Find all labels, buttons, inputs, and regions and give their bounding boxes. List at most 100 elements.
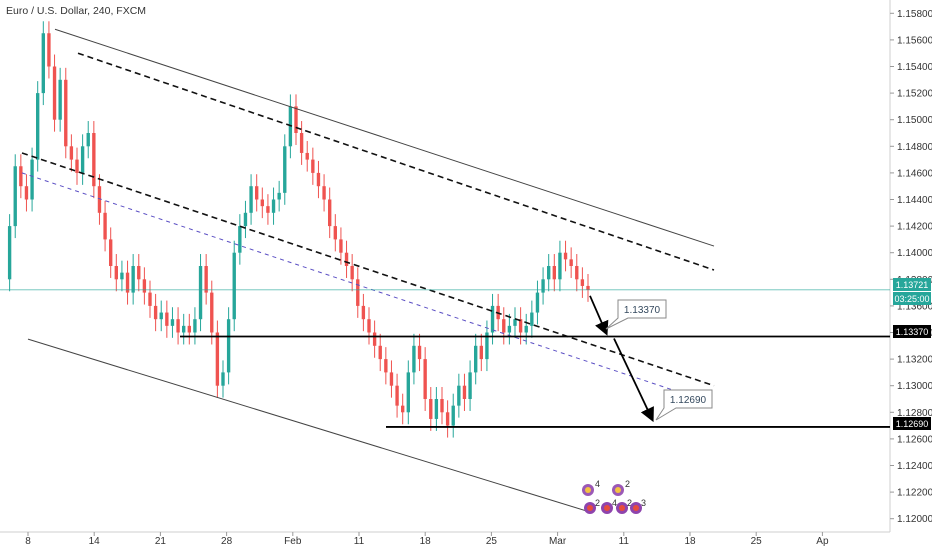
candle-body: [558, 252, 562, 280]
candle-body: [530, 312, 534, 326]
event-icon[interactable]: 4: [601, 498, 617, 514]
price-tick-label: 1.13000: [897, 381, 932, 392]
event-icon[interactable]: 4: [582, 479, 600, 496]
current-price-value: 1.13721: [896, 280, 929, 290]
candle-body: [311, 159, 315, 173]
candle-body: [552, 266, 556, 280]
candle-body: [429, 399, 433, 419]
candle-body: [41, 33, 45, 94]
candle-body: [372, 332, 377, 346]
candle-body: [148, 292, 152, 306]
candle-body: [215, 332, 220, 386]
candles: [7, 21, 590, 438]
callout-target-1[interactable]: 1.13370: [605, 299, 667, 330]
time-tick-label: 14: [89, 536, 101, 547]
level-2-tag: 1.12690: [893, 417, 931, 430]
candle-body: [69, 146, 74, 160]
price-tick-label: 1.15800: [897, 9, 932, 20]
candle-body: [468, 372, 472, 399]
candle-body: [350, 266, 354, 280]
candle-body: [563, 252, 568, 260]
candle-body: [586, 285, 590, 290]
candle-body: [47, 33, 51, 67]
time-axis[interactable]: 8 14 21 28 Feb 11 18 25 Mar 11 18 25 Ap: [25, 532, 829, 547]
level-1-tag: 1.13370: [893, 325, 931, 338]
candle-body: [80, 146, 85, 173]
candle-body: [125, 272, 130, 293]
candle-body: [221, 372, 225, 386]
callout-target-2-label: 1.12690: [670, 395, 707, 406]
candle-body: [569, 259, 573, 266]
callout-target-2[interactable]: 1.12690: [655, 389, 713, 421]
countdown-value: 03:25:00: [894, 294, 929, 304]
candle-body: [485, 332, 489, 360]
event-count: 2: [627, 498, 632, 508]
projection-arrows: [589, 295, 654, 423]
candle-body: [204, 266, 208, 293]
time-tick-label: Ap: [816, 536, 829, 547]
price-tick-label: 1.13600: [897, 301, 932, 312]
price-tick-label: 1.15600: [897, 35, 932, 46]
candle-body: [384, 359, 388, 373]
price-tick-label: 1.15200: [897, 89, 932, 100]
price-tick-label: 1.12000: [897, 514, 932, 525]
candle-body: [322, 186, 326, 200]
time-tick-label: 21: [155, 536, 167, 547]
channel-line-lower-channel-solid: [27, 338, 591, 513]
projection-arrow: [589, 295, 609, 336]
candle-body: [153, 305, 158, 320]
candle-body: [30, 159, 34, 200]
candle-body: [524, 325, 528, 333]
candle-body: [513, 319, 517, 326]
candle-body: [316, 172, 321, 187]
candle-body: [210, 292, 214, 333]
economic-events[interactable]: 4 2 2 4 2 3: [582, 479, 646, 514]
candle-body: [580, 279, 585, 286]
price-axis[interactable]: 1.15800 1.15600 1.15400 1.15200 1.15000 1.148…: [890, 9, 932, 525]
candle-body: [86, 133, 90, 147]
candle-body: [305, 152, 309, 160]
candle-body: [249, 186, 253, 213]
event-count: 4: [595, 479, 600, 489]
candle-body: [255, 186, 259, 200]
candle-body: [356, 279, 360, 306]
projection-arrow: [613, 338, 654, 423]
time-tick-label: 25: [751, 536, 763, 547]
channel-line-mid-purple-dashed: [21, 172, 681, 393]
candle-body: [283, 146, 287, 193]
price-tick-label: 1.14200: [897, 222, 932, 233]
candle-body: [406, 372, 410, 413]
price-tick-label: 1.14800: [897, 142, 932, 153]
price-tick-label: 1.13200: [897, 355, 932, 366]
candle-body: [518, 319, 523, 333]
candle-body: [395, 385, 399, 406]
candle-body: [198, 266, 203, 320]
current-price-tag: 1.13721: [893, 278, 931, 291]
time-tick-label: 28: [221, 536, 233, 547]
event-icon[interactable]: 3: [630, 498, 646, 514]
candle-body: [401, 405, 405, 413]
event-icon[interactable]: 2: [612, 479, 630, 496]
event-icon[interactable]: 2: [616, 498, 632, 514]
candle-body: [58, 79, 62, 120]
candle-body: [451, 405, 455, 426]
candle-body: [541, 279, 545, 293]
price-tick-label: 1.15000: [897, 115, 932, 126]
candle-body: [294, 106, 298, 133]
candle-body: [137, 266, 141, 280]
candle-body: [474, 345, 478, 373]
candle-body: [187, 325, 191, 333]
price-tick-label: 1.14600: [897, 168, 932, 179]
candle-body: [502, 319, 506, 333]
level-2-value: 1.12690: [896, 419, 929, 429]
candle-body: [120, 272, 124, 280]
candle-body: [64, 79, 68, 147]
time-tick-label: 25: [486, 536, 498, 547]
candle-body: [412, 345, 416, 373]
event-icon[interactable]: 2: [584, 498, 600, 514]
candle-body: [457, 385, 461, 406]
candle-body: [159, 312, 163, 320]
price-tick-label: 1.12200: [897, 488, 932, 499]
